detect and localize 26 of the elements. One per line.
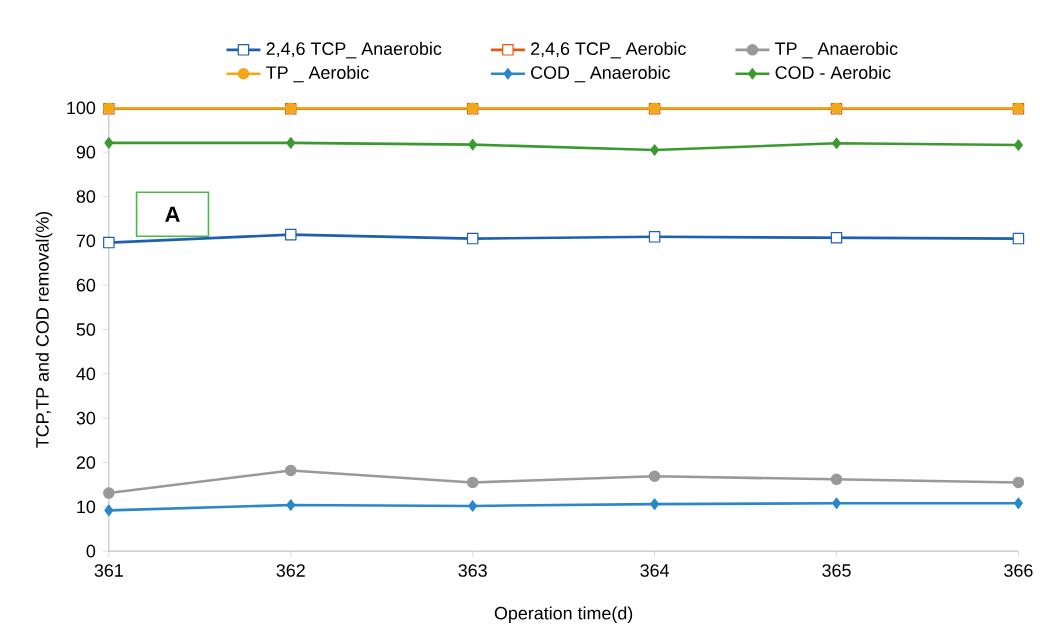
legend-label: TP _ Aerobic [266, 65, 369, 83]
y-tick-label: 90 [76, 145, 96, 159]
x-tick-label: 366 [1004, 564, 1033, 577]
x-tick-label: 365 [822, 564, 851, 577]
legend-label: 2,4,6 TCP_ Anaerobic [266, 41, 442, 59]
y-tick-label: 10 [77, 500, 96, 514]
x-tick-label: 361 [94, 564, 123, 577]
legend-label: COD _ Anaerobic [531, 65, 670, 83]
x-axis-title: Operation time(d) [494, 606, 633, 624]
y-tick-label: 60 [76, 278, 96, 292]
y-tick-label: 0 [86, 544, 96, 558]
legend-label: 2,4,6 TCP_ Aerobic [531, 41, 686, 59]
y-axis-title: TCP,TP and COD removal(%) [35, 211, 53, 448]
y-tick-label: 30 [76, 411, 96, 425]
y-tick-label: 40 [76, 367, 96, 381]
x-tick-label: 362 [276, 564, 305, 577]
annotation: A [165, 206, 180, 222]
y-tick-label: 80 [76, 190, 96, 203]
x-tick-label: 364 [640, 564, 669, 577]
y-tick-label: 70 [76, 234, 96, 248]
legend-label: COD - Aerobic [775, 65, 891, 79]
x-tick-label: 363 [458, 564, 487, 577]
legend-label: TP _ Anaerobic [775, 41, 898, 59]
y-tick-label: 100 [67, 101, 96, 115]
y-tick-label: 20 [76, 456, 96, 469]
y-tick-label: 50 [76, 323, 96, 336]
